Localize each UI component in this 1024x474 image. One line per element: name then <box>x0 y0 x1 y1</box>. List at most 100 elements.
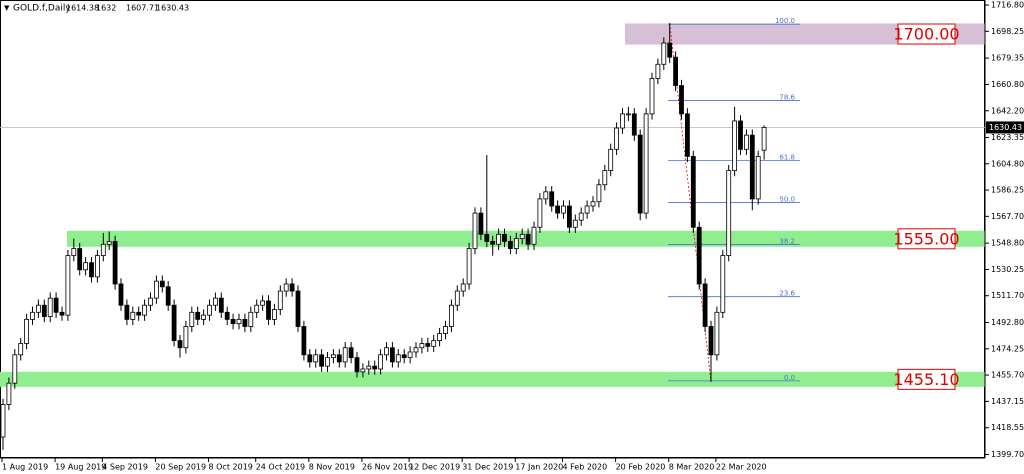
candle-body <box>212 297 218 306</box>
y-tick-label: 1567.70 <box>991 212 1024 221</box>
fib-label: 0.0 <box>784 374 795 382</box>
x-tick-label: 1 Aug 2019 <box>2 463 48 472</box>
candle-body <box>372 365 378 370</box>
candle-body <box>307 354 313 363</box>
candle-body <box>496 233 502 245</box>
candle-body <box>0 404 6 438</box>
candle-body <box>325 357 330 367</box>
candle-body <box>36 304 41 313</box>
y-tick-label: 1437.15 <box>991 397 1024 406</box>
fib-label: 78.6 <box>779 94 795 102</box>
y-tick-label: 1698.25 <box>991 27 1024 36</box>
candle-body <box>401 354 407 359</box>
candle-body <box>637 134 643 214</box>
y-tick-label: 1455.70 <box>991 371 1024 380</box>
y-tick-label: 1492.80 <box>991 318 1024 327</box>
candle-body <box>567 205 572 228</box>
candle-body <box>65 255 71 316</box>
candle-body <box>466 248 472 285</box>
candle-body <box>537 198 543 228</box>
candle-body <box>313 354 319 363</box>
candle-body <box>454 290 460 306</box>
candle-body <box>59 311 65 316</box>
candle-body <box>714 311 720 356</box>
fib-label: 100.0 <box>775 17 795 25</box>
candle-body <box>218 297 224 313</box>
candle-body <box>366 365 372 370</box>
candle-body <box>348 347 354 359</box>
candle-body <box>183 326 189 349</box>
candle-body <box>207 304 212 316</box>
zone-label: 1555.00 <box>893 229 959 248</box>
candle-body <box>679 85 684 115</box>
candle-body <box>384 347 389 356</box>
zone-label-frame <box>897 23 956 45</box>
candle-body <box>12 354 18 384</box>
candle-body <box>378 354 384 370</box>
header-value: 1614.38 <box>66 4 99 13</box>
candle-body <box>667 42 673 58</box>
candle-body <box>189 311 195 327</box>
candle-body <box>283 283 289 292</box>
candle-body <box>608 148 614 171</box>
candle-body <box>561 205 566 214</box>
zone <box>0 371 985 387</box>
candle-body <box>655 63 661 79</box>
zone-label: 1700.00 <box>893 25 959 44</box>
candle-body <box>690 155 696 228</box>
candle-body <box>726 170 732 257</box>
zone-label-frame <box>897 228 956 250</box>
candle-body <box>661 42 667 65</box>
y-tick-label: 1623.35 <box>991 133 1024 142</box>
candle-body <box>761 127 767 151</box>
candle-body <box>41 304 47 317</box>
candle-body <box>289 283 295 292</box>
candle-body <box>460 283 466 292</box>
x-tick-label: 24 Oct 2019 <box>256 463 305 472</box>
fib-label: 61.8 <box>779 153 795 161</box>
candle-body <box>513 238 519 249</box>
candle-body <box>732 120 737 171</box>
candle-body <box>71 248 77 257</box>
zone-label-box: 1700.00 <box>893 23 960 45</box>
y-tick-label: 1511.70 <box>991 291 1024 300</box>
candle-body <box>254 304 260 313</box>
candle-body <box>53 297 59 313</box>
candle-body <box>136 311 142 316</box>
candle-body <box>572 219 578 228</box>
zone-label-box: 1555.00 <box>893 228 960 250</box>
candle-body <box>395 354 401 363</box>
candle-body <box>148 297 153 306</box>
candle-body <box>407 351 413 359</box>
y-tick-label: 1586.25 <box>991 186 1024 195</box>
candle-body <box>448 304 454 327</box>
candle-body <box>685 113 690 157</box>
candle-body <box>47 297 53 317</box>
candle-body <box>201 314 207 320</box>
candle-body <box>484 233 490 242</box>
candle-body <box>437 333 443 342</box>
candle-body <box>590 201 596 207</box>
candle-body <box>83 262 88 271</box>
x-tick-label: 8 Nov 2019 <box>309 463 355 472</box>
candle-body <box>360 368 366 373</box>
header-value: 1607.71 <box>126 4 159 13</box>
y-tick-label: 1530.25 <box>991 265 1024 274</box>
candle-body <box>271 309 277 320</box>
candle-body <box>130 311 136 320</box>
candle-body <box>77 248 83 271</box>
y-tick-label: 1474.25 <box>991 344 1024 353</box>
x-tick-label: 12 Dec 2019 <box>409 463 460 472</box>
candle-body <box>336 354 342 363</box>
candle-body <box>620 113 625 129</box>
candle-body <box>531 226 537 245</box>
candle-body <box>195 311 201 320</box>
candle-body <box>431 340 437 347</box>
candle-body <box>224 311 230 320</box>
candle-body <box>555 205 560 214</box>
y-tick-label: 1399.70 <box>991 450 1024 459</box>
candle-body <box>502 233 507 242</box>
candle-body <box>330 354 336 359</box>
candle-body <box>6 382 12 405</box>
